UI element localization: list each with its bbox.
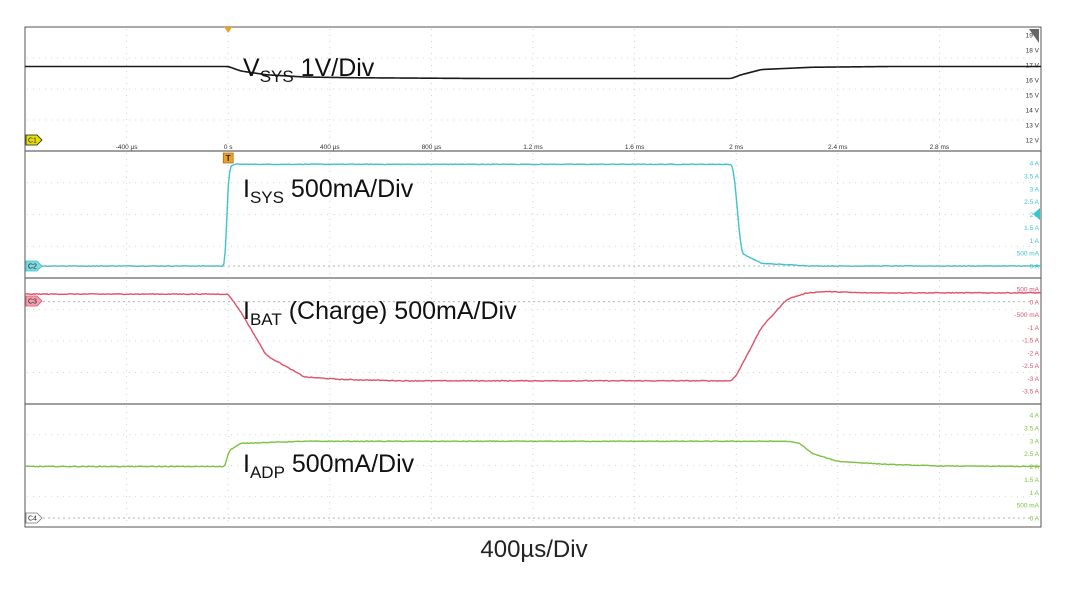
time-tick-label: 2 ms [729, 144, 744, 151]
scale-label-isys: 0 A [1030, 264, 1040, 271]
vsys-label-main: V [243, 54, 260, 82]
scale-label-iadp: 2 A [1030, 464, 1040, 471]
time-axis-ticks: -400 µs 0 s 400 µs 800 µs 1.2 ms 1.6 ms 2 ms 2.… [116, 144, 950, 151]
scale-label-ibat: 0 A [1030, 299, 1040, 306]
isys-label-sub: SYS [249, 188, 284, 207]
scale-label-vsys: 13 V [1026, 123, 1040, 130]
isys-label: ISYS 500mA/Div [243, 175, 414, 207]
scale-label-isys: 500 mA [1017, 251, 1040, 258]
iadp-label-sub: ADP [249, 463, 285, 482]
vsys-trace [25, 65, 1041, 80]
scale-label-isys: 2 A [1030, 212, 1040, 219]
channel-chip-isys: C2 [25, 260, 43, 272]
scale-label-vsys: 12 V [1026, 138, 1040, 145]
channel-markers: C1 C2 C3 C4 T [25, 27, 1040, 524]
scale-label-ibat: 500 mA [1017, 287, 1040, 294]
scale-label-iadp: 1 A [1030, 490, 1040, 497]
isys-label-main: I [243, 175, 250, 203]
time-tick-label: 1.6 ms [625, 144, 645, 151]
isys-trace [24, 163, 1042, 268]
scale-label-vsys: 18 V [1026, 48, 1040, 55]
vsys-label-scale: 1V/Div [293, 54, 375, 82]
iadp-label-scale: 500mA/Div [284, 450, 415, 478]
vsys-label-sub: SYS [259, 67, 294, 86]
scale-label-ibat: -3 A [1027, 376, 1039, 383]
scale-label-iadp: 4 A [1030, 413, 1040, 420]
scale-label-vsys: 16 V [1026, 78, 1040, 85]
scale-label-ibat: -3.5 A [1022, 389, 1040, 396]
scale-label-iadp: 3.5 A [1024, 425, 1039, 432]
scale-label-isys: 3 A [1030, 186, 1040, 193]
display-corner-icon [1029, 29, 1039, 43]
channel-chip-iadp: C4 [25, 512, 43, 524]
scale-label-isys: 2.5 A [1024, 199, 1039, 206]
vsys-label: VSYS 1V/Div [243, 54, 375, 86]
isys-label-scale: 500mA/Div [283, 175, 414, 203]
time-tick-label: 1.2 ms [523, 144, 543, 151]
trigger-marker-icon: T [222, 152, 234, 164]
channel-chip-text: C2 [28, 264, 37, 271]
channel-chip-shape [25, 295, 43, 307]
ibat-label-main: I [243, 297, 250, 325]
channel-chip-text: C1 [28, 138, 37, 145]
time-tick-label: 0 s [224, 144, 233, 151]
scale-label-isys: 1 A [1030, 238, 1040, 245]
scope-outer-frame [24, 26, 1042, 528]
channel-chip-text: C4 [28, 516, 37, 523]
scope-frame [24, 26, 1042, 528]
iadp-trace [24, 440, 1042, 468]
scale-label-isys: 3.5 A [1024, 173, 1039, 180]
scale-label-ibat: -500 mA [1014, 312, 1039, 319]
ibat-label: IBAT (Charge) 500mA/Div [243, 297, 517, 329]
scale-label-ibat: -1 A [1027, 325, 1039, 332]
channel-chip-shape [25, 260, 43, 272]
ibat-label-sub: BAT [249, 310, 282, 329]
channel-chip-vsys: C1 [25, 134, 43, 146]
scale-label-ibat: -1.5 A [1022, 338, 1040, 345]
scale-label-ibat: -2.5 A [1022, 363, 1040, 370]
channel-chip-shape [25, 512, 43, 524]
channel-chip-text: C3 [28, 299, 37, 306]
time-tick-label: 400 µs [320, 144, 340, 151]
scale-label-vsys: 15 V [1026, 93, 1040, 100]
time-tick-label: 800 µs [422, 144, 442, 151]
scale-label-isys: 4 A [1030, 161, 1040, 168]
scale-label-vsys: 19 V [1026, 33, 1040, 40]
ibat-trace [24, 290, 1042, 382]
scale-label-vsys: 14 V [1026, 108, 1040, 115]
trigger-position-icon [224, 27, 233, 33]
time-tick-label: 2.4 ms [828, 144, 848, 151]
channel-chip-ibat: C3 [25, 295, 43, 307]
scale-label-iadp: 500 mA [1017, 503, 1040, 510]
offset-arrow-icon [1033, 208, 1040, 220]
scale-label-ibat: -2 A [1027, 350, 1039, 357]
ibat-label-scale: (Charge) 500mA/Div [281, 297, 517, 325]
time-tick-label: -400 µs [116, 144, 139, 151]
channel-chip-shape [25, 134, 43, 146]
timebase-label: 400µs/Div [480, 536, 588, 563]
scope-grid [27, 29, 1039, 525]
scale-label-iadp: 2.5 A [1024, 451, 1039, 458]
waveform-traces [24, 65, 1042, 519]
time-tick-label: 2.8 ms [930, 144, 950, 151]
trigger-marker-box [222, 152, 234, 164]
iadp-label: IADP 500mA/Div [243, 450, 415, 482]
trigger-marker-text: T [226, 154, 231, 163]
scale-label-iadp: 3 A [1030, 438, 1040, 445]
scale-label-iadp: 0 A [1030, 516, 1040, 523]
scale-label-isys: 1.5 A [1024, 225, 1039, 232]
iadp-label-main: I [243, 450, 250, 478]
scale-label-iadp: 1.5 A [1024, 477, 1039, 484]
